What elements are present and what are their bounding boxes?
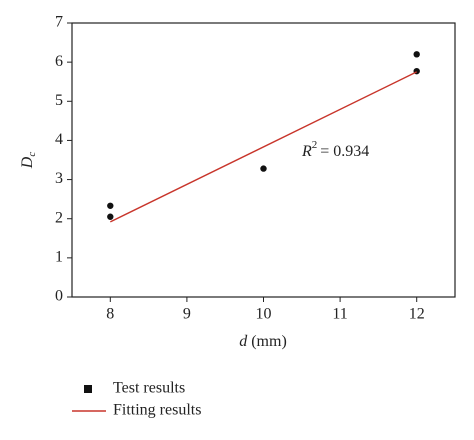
- y-tick-label: 0: [55, 288, 63, 305]
- y-tick-label: 3: [55, 170, 63, 187]
- x-tick-label: 8: [106, 306, 114, 323]
- x-axis-label: d (mm): [239, 333, 287, 350]
- y-tick-label: 4: [55, 131, 63, 148]
- legend-label: Test results: [113, 380, 185, 397]
- x-tick-label: 10: [256, 306, 272, 323]
- y-axis-label: Dc: [19, 152, 38, 170]
- annotation-value: = 0.934: [320, 143, 369, 160]
- y-label-var: D: [19, 156, 36, 169]
- legend-label: Fitting results: [113, 402, 201, 419]
- plot-frame: [71, 22, 456, 298]
- x-tick-label: 9: [183, 306, 191, 323]
- x-tick-label: 12: [409, 306, 425, 323]
- data-point: [107, 202, 114, 209]
- legend-marker: [84, 385, 92, 393]
- data-point: [107, 213, 114, 220]
- x-label-unit: (mm): [251, 333, 287, 350]
- y-label-sub: c: [26, 152, 38, 157]
- y-tick-label: 1: [55, 249, 63, 266]
- annotation: R2 = 0.934: [301, 139, 369, 160]
- annotation-var: R: [301, 143, 312, 160]
- y-tick-label: 6: [55, 53, 63, 70]
- y-tick-label: 5: [55, 92, 63, 109]
- y-tick-label: 2: [55, 209, 63, 226]
- data-point: [260, 165, 267, 172]
- y-tick-label: 7: [55, 14, 63, 31]
- x-label-var: d: [239, 333, 248, 350]
- fit-line: [109, 71, 418, 223]
- x-tick-label: 11: [332, 306, 347, 323]
- annotation-sup: 2: [312, 139, 318, 151]
- data-point: [413, 51, 420, 58]
